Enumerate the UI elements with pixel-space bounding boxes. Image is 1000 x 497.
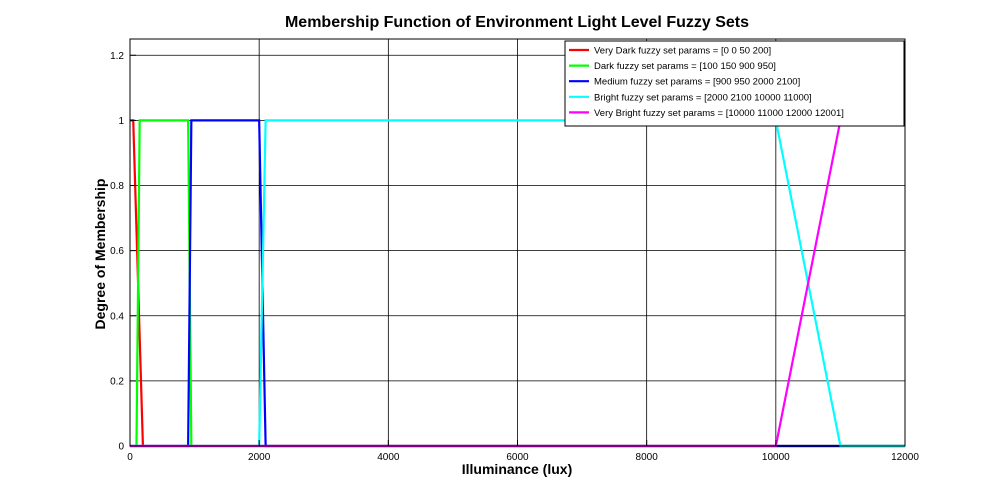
y-tick-label: 0.4 [110, 311, 124, 322]
x-tick-label: 2000 [248, 452, 271, 463]
x-tick-label: 4000 [377, 452, 400, 463]
x-tick-label: 8000 [636, 452, 659, 463]
legend-label: Very Dark fuzzy set params = [0 0 50 200… [594, 46, 771, 57]
y-tick-label: 0 [118, 442, 124, 453]
x-tick-label: 12000 [891, 452, 919, 463]
y-tick-label: 1.2 [110, 51, 124, 62]
x-tick-label: 10000 [762, 452, 790, 463]
y-tick-label: 1 [118, 116, 124, 127]
chart-title: Membership Function of Environment Light… [285, 14, 749, 31]
legend: Very Dark fuzzy set params = [0 0 50 200… [564, 40, 905, 127]
legend-label: Medium fuzzy set params = [900 950 2000 … [594, 77, 800, 88]
x-tick-label: 6000 [506, 452, 529, 463]
y-tick-label: 0.2 [110, 376, 124, 387]
y-tick-label: 0.8 [110, 181, 124, 192]
x-tick-label: 0 [127, 452, 133, 463]
legend-box [564, 40, 905, 127]
y-tick-label: 0.6 [110, 246, 124, 257]
legend-label: Bright fuzzy set params = [2000 2100 100… [594, 92, 812, 103]
y-axis-label: Degree of Membership [92, 179, 108, 330]
legend-label: Very Bright fuzzy set params = [10000 11… [594, 108, 844, 119]
x-axis-label: Illuminance (lux) [462, 461, 572, 477]
legend-label: Dark fuzzy set params = [100 150 900 950… [594, 61, 776, 72]
axis-ticks: 0 2000 4000 6000 8000 10000 12000 0 0.2 0.4 0.6 0.8… [110, 51, 919, 463]
